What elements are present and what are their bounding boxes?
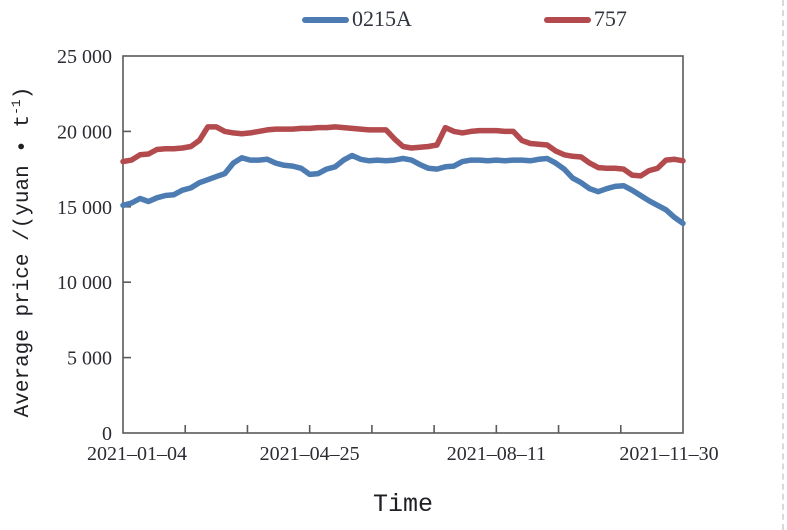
y-tick-label: 5 000: [67, 348, 112, 370]
x-axis-title: Time: [372, 490, 433, 519]
legend-label-0215A: 0215A: [352, 6, 412, 31]
y-tick-label: 20 000: [57, 121, 112, 143]
y-tick-label: 10 000: [57, 272, 112, 294]
y-axis-title-superscript: -1: [9, 99, 24, 115]
y-tick-label: 0: [102, 423, 112, 445]
x-tick-label: 2021–11–30: [619, 443, 718, 465]
y-tick-label: 25 000: [57, 46, 112, 68]
legend-line-swatch-blue: [302, 17, 349, 23]
x-tick-label: 2021–04–25: [260, 443, 360, 465]
x-tick-label: 2021–08–11: [447, 443, 546, 465]
chart-legend: 0215A 757: [302, 8, 627, 32]
y-axis-title-close: ): [12, 86, 35, 100]
legend-label-757: 757: [593, 6, 627, 31]
series-line-0215A: [120, 152, 686, 227]
x-tick-label: 2021–01–04: [87, 443, 187, 465]
y-axis-title: Average price /(yuan • t-1): [9, 12, 39, 492]
legend-item-0215A: 0215A: [302, 8, 412, 32]
legend-line-swatch-red: [543, 17, 591, 23]
y-axis-title-text: Average price /(yuan • t: [12, 114, 35, 418]
series-line-757: [120, 124, 686, 179]
page-edge-dashed-border: [782, 0, 784, 530]
y-tick-label: 15 000: [57, 197, 112, 219]
plot-frame: [122, 55, 684, 434]
legend-item-757: 757: [543, 6, 627, 32]
